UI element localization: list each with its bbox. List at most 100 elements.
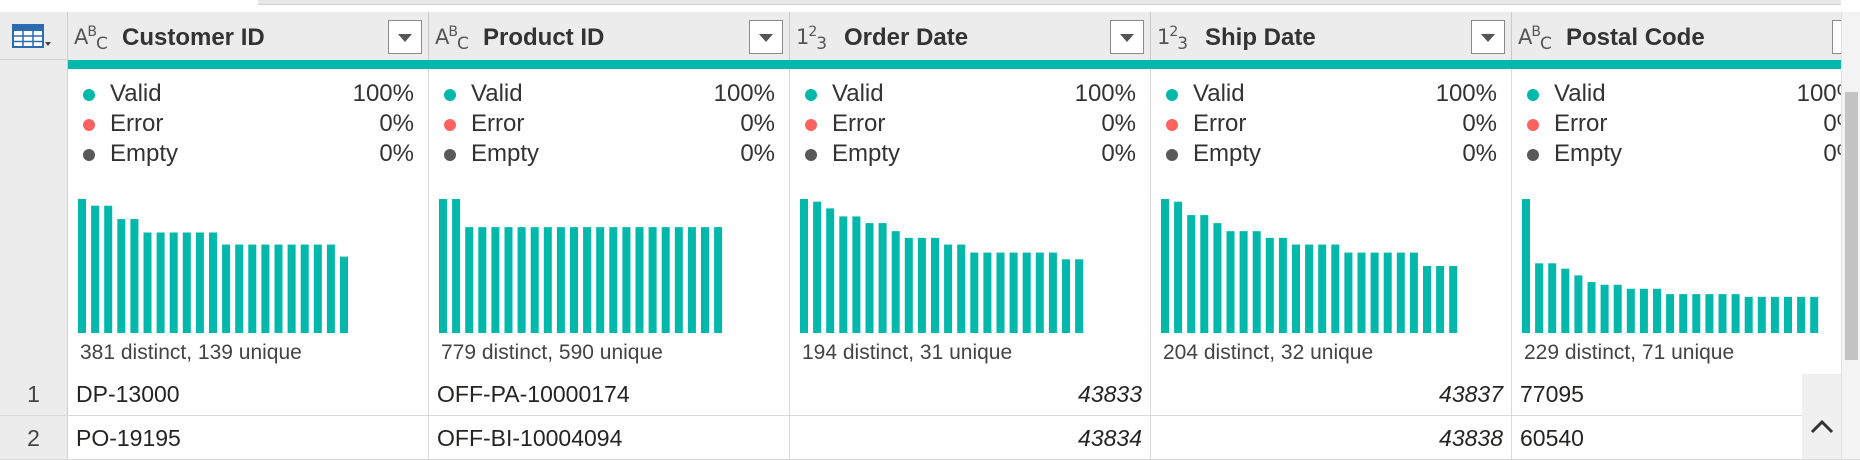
histogram-bar[interactable]	[1035, 252, 1044, 333]
histogram-bar[interactable]	[1561, 268, 1570, 333]
histogram-bar[interactable]	[1535, 263, 1544, 333]
number-type-icon[interactable]: 123	[1157, 24, 1188, 55]
table-cell[interactable]: 43837	[1151, 372, 1512, 416]
histogram-bar[interactable]	[1174, 201, 1183, 333]
histogram-bar[interactable]	[800, 199, 808, 333]
histogram-bar[interactable]	[714, 227, 723, 333]
column-header[interactable]: 123 Order Date	[790, 12, 1151, 60]
histogram-bar[interactable]	[648, 227, 657, 333]
table-cell[interactable]: 43834	[790, 416, 1151, 460]
histogram-bar[interactable]	[1548, 263, 1557, 333]
histogram-bar[interactable]	[543, 227, 552, 333]
text-type-icon[interactable]: ABC	[1518, 24, 1552, 55]
histogram-bar[interactable]	[904, 237, 913, 333]
histogram-bar[interactable]	[1213, 223, 1222, 333]
histogram-bar[interactable]	[622, 227, 631, 333]
column-header[interactable]: ABC Postal Code	[1512, 12, 1860, 60]
histogram-bar[interactable]	[1226, 231, 1235, 333]
histogram-bar[interactable]	[687, 227, 696, 333]
scrollbar-thumb[interactable]	[1845, 92, 1858, 360]
histogram-bar[interactable]	[1022, 252, 1031, 333]
histogram-bar[interactable]	[931, 237, 939, 333]
histogram-bar[interactable]	[1396, 252, 1405, 333]
histogram-bar[interactable]	[1705, 294, 1714, 333]
row-number[interactable]: 1	[0, 372, 68, 416]
histogram-bar[interactable]	[1731, 294, 1740, 333]
histogram-bar[interactable]	[878, 223, 887, 333]
histogram-bar[interactable]	[596, 227, 605, 333]
histogram-bar[interactable]	[609, 227, 618, 333]
histogram-bar[interactable]	[1718, 294, 1727, 333]
column-filter-dropdown[interactable]	[388, 20, 422, 54]
histogram-bar[interactable]	[1370, 252, 1379, 333]
histogram-bar[interactable]	[248, 244, 257, 333]
column-name[interactable]: Customer ID	[122, 24, 265, 51]
histogram-bar[interactable]	[1613, 284, 1622, 333]
column-name[interactable]: Order Date	[844, 24, 969, 51]
table-menu-button[interactable]	[0, 12, 68, 60]
histogram-bar[interactable]	[570, 227, 578, 333]
histogram-bar[interactable]	[957, 244, 966, 333]
histogram-bar[interactable]	[1797, 296, 1806, 333]
vertical-scrollbar[interactable]	[1841, 12, 1860, 459]
histogram-bar[interactable]	[1423, 266, 1431, 333]
histogram-bar[interactable]	[156, 232, 165, 334]
histogram-bar[interactable]	[1383, 252, 1392, 333]
column-header[interactable]: ABC Customer ID	[68, 12, 429, 60]
histogram-bar[interactable]	[1436, 266, 1445, 333]
column-header[interactable]: ABC Product ID	[429, 12, 790, 60]
histogram-bar[interactable]	[917, 237, 926, 333]
histogram-bar[interactable]	[661, 227, 670, 333]
column-name[interactable]: Ship Date	[1205, 24, 1316, 51]
histogram-bar[interactable]	[1278, 237, 1287, 333]
histogram-bar[interactable]	[701, 227, 709, 333]
column-filter-dropdown[interactable]	[1110, 20, 1144, 54]
histogram-bar[interactable]	[1744, 296, 1753, 333]
column-name[interactable]: Product ID	[483, 24, 605, 51]
histogram-bar[interactable]	[478, 227, 487, 333]
histogram-bar[interactable]	[1653, 288, 1661, 333]
histogram-bar[interactable]	[1449, 266, 1458, 333]
histogram-bar[interactable]	[583, 227, 592, 333]
histogram-bar[interactable]	[826, 208, 835, 333]
histogram-bar[interactable]	[1666, 294, 1675, 333]
histogram-bar[interactable]	[439, 199, 447, 333]
histogram-bar[interactable]	[1009, 252, 1018, 333]
histogram-bar[interactable]	[1757, 296, 1766, 333]
histogram-bar[interactable]	[1810, 296, 1819, 333]
histogram-bar[interactable]	[556, 227, 565, 333]
histogram-bar[interactable]	[1252, 231, 1261, 333]
histogram-bar[interactable]	[635, 227, 644, 333]
histogram-bar[interactable]	[182, 232, 191, 334]
histogram-bar[interactable]	[1679, 294, 1688, 333]
histogram-bar[interactable]	[452, 199, 461, 333]
histogram-bar[interactable]	[530, 227, 539, 333]
histogram-bar[interactable]	[340, 256, 348, 333]
histogram-bar[interactable]	[313, 244, 322, 333]
histogram-bar[interactable]	[104, 205, 113, 333]
histogram-bar[interactable]	[300, 244, 309, 333]
histogram-bar[interactable]	[1770, 296, 1779, 333]
histogram-bar[interactable]	[1239, 231, 1248, 333]
histogram-bar[interactable]	[1784, 296, 1792, 333]
histogram-bar[interactable]	[1187, 215, 1196, 333]
histogram-bar[interactable]	[1692, 294, 1701, 333]
histogram-bar[interactable]	[1626, 288, 1635, 333]
histogram-bar[interactable]	[91, 205, 100, 333]
histogram-bar[interactable]	[1344, 252, 1353, 333]
histogram-bar[interactable]	[1048, 252, 1057, 333]
histogram-bar[interactable]	[1200, 215, 1209, 333]
histogram-bar[interactable]	[1318, 244, 1327, 333]
histogram-bar[interactable]	[1409, 252, 1418, 333]
histogram-bar[interactable]	[1522, 199, 1530, 333]
histogram-bar[interactable]	[117, 219, 126, 333]
histogram-bar[interactable]	[1600, 284, 1609, 333]
histogram-bar[interactable]	[1265, 237, 1274, 333]
histogram-bar[interactable]	[852, 216, 861, 333]
histogram-bar[interactable]	[222, 244, 231, 333]
histogram-bar[interactable]	[983, 252, 992, 333]
table-cell[interactable]: OFF-PA-10000174	[429, 372, 790, 416]
histogram-bar[interactable]	[491, 227, 500, 333]
histogram-bar[interactable]	[1062, 259, 1070, 333]
histogram-bar[interactable]	[209, 232, 217, 334]
